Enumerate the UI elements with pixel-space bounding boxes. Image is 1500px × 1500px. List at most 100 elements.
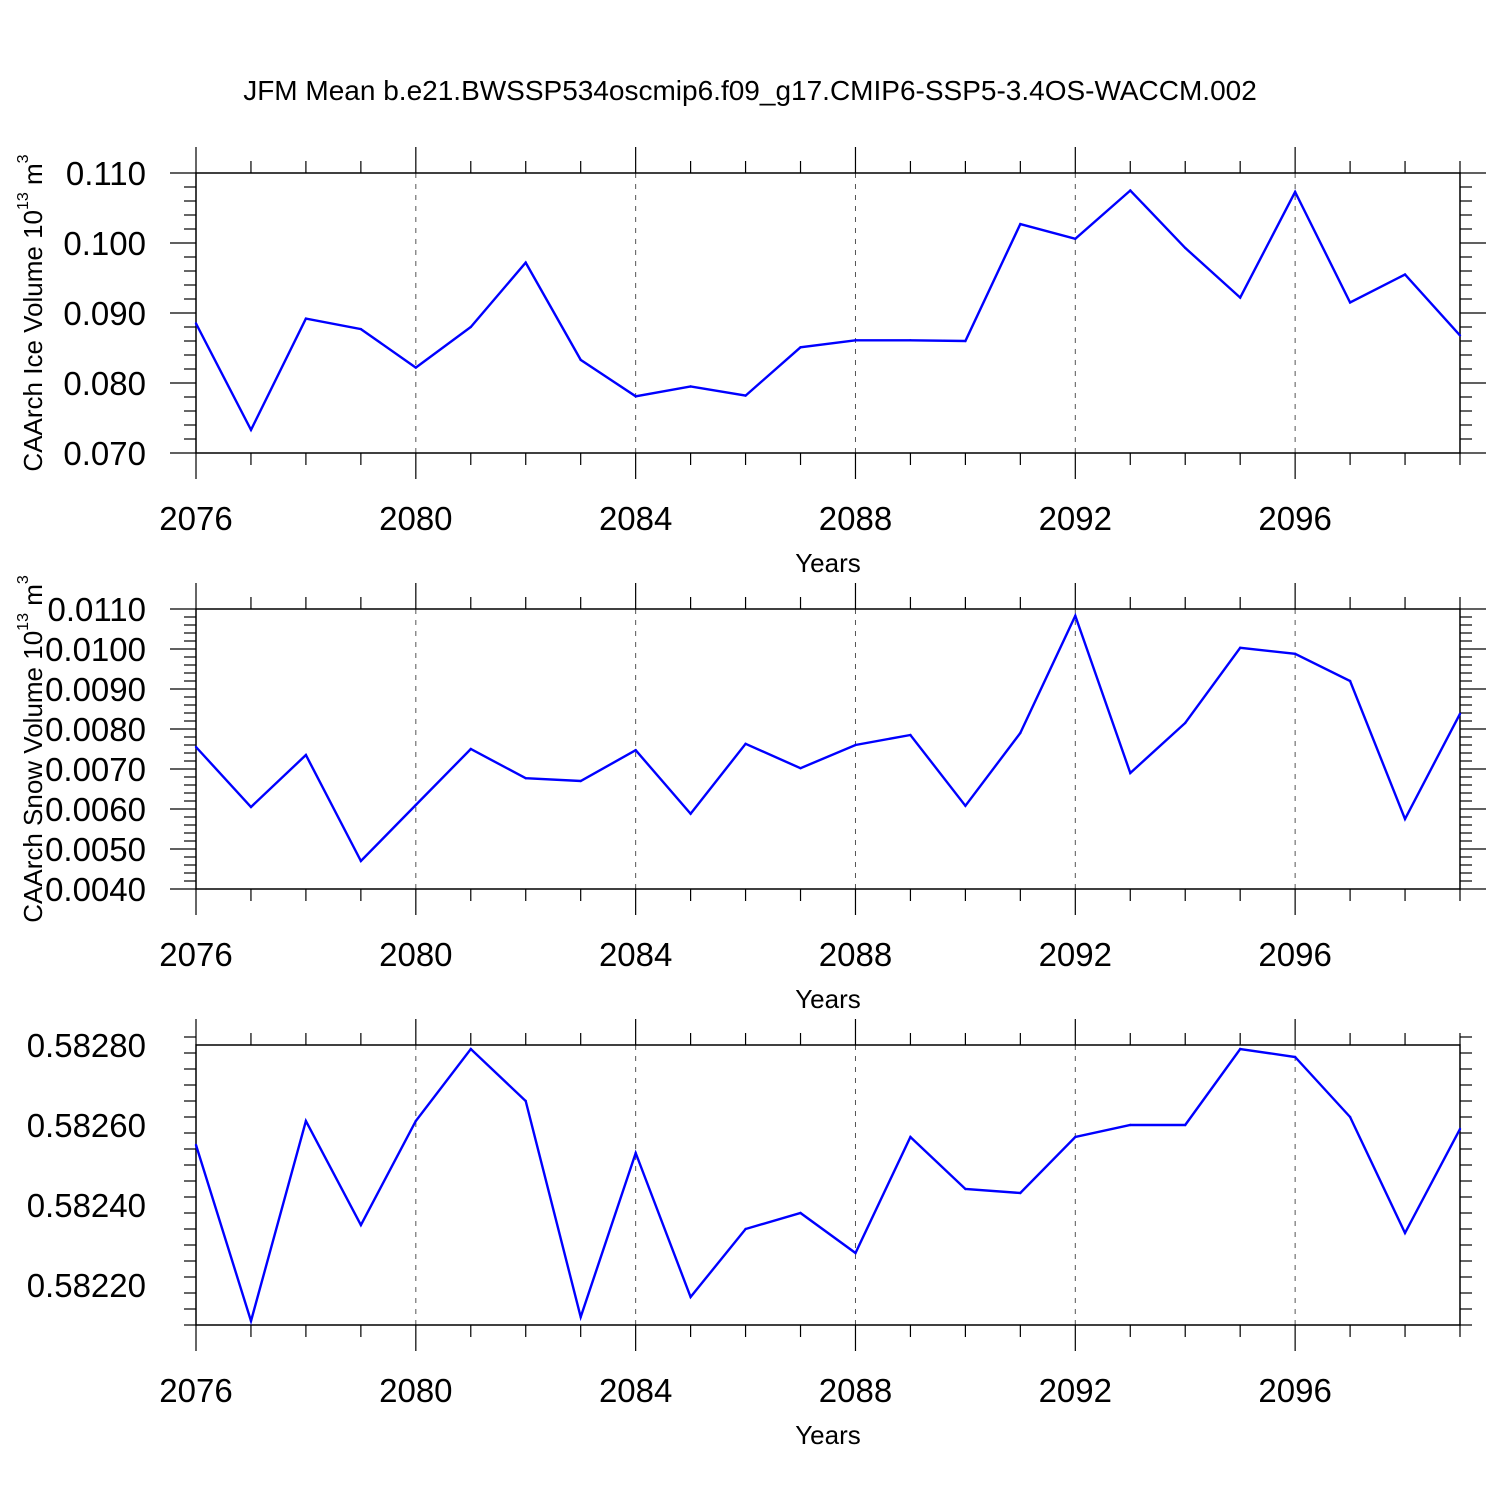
data-point (1403, 817, 1407, 821)
figure-title: JFM Mean b.e21.BWSSP534oscmip6.f09_g17.C… (243, 75, 1257, 106)
data-point (414, 366, 418, 369)
x-tick-label: 2080 (379, 936, 452, 973)
data-point (524, 1099, 527, 1103)
data-point (909, 339, 912, 342)
x-tick-label: 2084 (599, 1372, 672, 1409)
x-axis-label: Years (795, 548, 861, 578)
data-point (579, 1315, 582, 1319)
x-tick-label: 2092 (1039, 1372, 1112, 1409)
data-point (1129, 771, 1132, 775)
data-point (1184, 1123, 1187, 1127)
data-point (744, 394, 747, 397)
data-point (1238, 296, 1242, 299)
data-point (1293, 1055, 1297, 1059)
data-point (1019, 731, 1022, 735)
data-point (1238, 1047, 1242, 1051)
data-point (249, 428, 253, 432)
plot-frame (195, 1044, 1461, 1326)
y-tick-label: 0.58220 (27, 1267, 146, 1304)
data-point (1184, 246, 1187, 250)
y-tick-label: 0.58240 (27, 1187, 146, 1224)
data-point (414, 803, 418, 807)
data-point (579, 358, 582, 362)
data-point (359, 327, 363, 331)
data-point (1074, 614, 1077, 617)
data-point (194, 322, 198, 325)
series-line (194, 1047, 1462, 1326)
data-point (799, 767, 802, 770)
data-point (359, 859, 363, 863)
panel-2: 0.00400.00500.00600.00700.00800.00900.01… (15, 575, 1486, 1014)
y-tick-label: 0.58260 (27, 1107, 146, 1144)
data-point (799, 1211, 802, 1215)
data-point (1293, 652, 1297, 655)
y-tick-label: 0.110 (66, 155, 146, 192)
data-point (1019, 1191, 1022, 1195)
data-point (964, 339, 967, 343)
y-tick-label: 0.100 (63, 225, 146, 262)
data-point (799, 346, 802, 349)
data-point (1458, 712, 1462, 715)
data-point (524, 261, 527, 264)
x-tick-label: 2080 (379, 500, 452, 537)
series-line (195, 612, 1462, 864)
data-point (689, 812, 692, 815)
data-point (854, 339, 857, 342)
data-point (414, 1119, 418, 1123)
y-tick-label: 0.0040 (45, 871, 146, 908)
data-point (1184, 721, 1187, 725)
data-point (854, 743, 857, 747)
data-point (304, 753, 308, 757)
x-tick-label: 2088 (819, 500, 892, 537)
y-tick-label: 0.0100 (45, 631, 146, 668)
x-tick-label: 2076 (159, 936, 232, 973)
x-tick-label: 2096 (1258, 936, 1331, 973)
x-tick-label: 2076 (159, 500, 232, 537)
data-point (304, 317, 308, 320)
data-point (1348, 301, 1352, 304)
data-point (1074, 237, 1077, 240)
y-tick-label: 0.070 (63, 435, 146, 472)
data-point (634, 395, 637, 398)
data-point (1019, 222, 1022, 226)
data-point (469, 325, 472, 329)
x-tick-label: 2096 (1258, 500, 1331, 537)
data-point (634, 1151, 637, 1155)
x-tick-label: 2084 (599, 936, 672, 973)
data-point (194, 745, 198, 749)
data-point (524, 777, 527, 780)
data-point (1403, 1231, 1407, 1235)
y-axis-label: CAArch Snow Volume 1013 m3 (15, 575, 48, 923)
y-tick-label: 0.0090 (45, 671, 146, 708)
x-axis-label: Years (795, 984, 861, 1014)
x-tick-label: 2096 (1258, 1372, 1331, 1409)
data-point (1238, 646, 1242, 649)
data-point (1074, 1135, 1077, 1139)
data-point (304, 1119, 308, 1123)
data-point (579, 779, 582, 783)
data-point (744, 1227, 747, 1231)
y-tick-label: 0.0110 (48, 591, 146, 628)
x-tick-label: 2092 (1039, 500, 1112, 537)
data-point (249, 805, 253, 809)
y-tick-label: 0.58280 (27, 1027, 146, 1064)
data-point (689, 385, 692, 388)
data-point (689, 1295, 692, 1299)
data-point (909, 1135, 912, 1139)
data-point (1293, 190, 1297, 194)
y-tick-label: 0.080 (63, 365, 146, 402)
plot-frame (195, 608, 1461, 890)
x-tick-label: 2080 (379, 1372, 452, 1409)
data-point (469, 747, 472, 751)
data-point (469, 1047, 472, 1051)
data-point (744, 742, 747, 745)
data-point (1348, 1115, 1352, 1119)
x-tick-label: 2076 (159, 1372, 232, 1409)
y-tick-label: 0.0060 (45, 791, 146, 828)
data-point (1403, 273, 1407, 276)
data-point (359, 1223, 363, 1227)
y-tick-label: 0.090 (63, 295, 146, 332)
y-tick-label: 0.0050 (45, 831, 146, 868)
data-point (964, 804, 967, 807)
